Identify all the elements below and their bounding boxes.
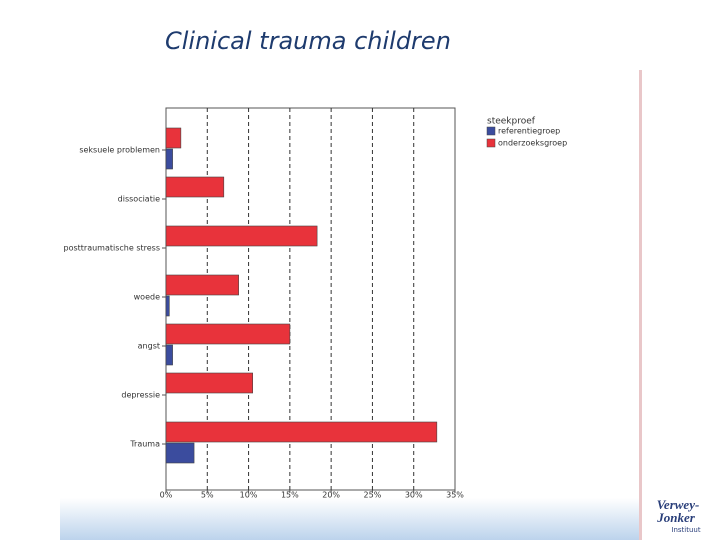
y-tick-label: depressie — [121, 391, 160, 400]
x-tick-label: 5% — [201, 491, 214, 500]
logo-text: Verwey- — [657, 497, 700, 512]
bar — [165, 442, 195, 464]
legend-label: onderzoeksgroep — [498, 139, 567, 148]
bar — [165, 344, 173, 366]
slide-title: Clinical trauma children — [165, 27, 451, 55]
y-tick-label: dissociatie — [118, 195, 160, 204]
bar — [165, 323, 291, 345]
bar — [165, 127, 182, 149]
x-tick-label: 30% — [405, 491, 423, 500]
y-tick-label: woede — [134, 293, 160, 302]
x-tick-label: 25% — [364, 491, 382, 500]
bar — [165, 421, 438, 443]
side-rule — [639, 70, 642, 540]
legend-label: referentiegroep — [498, 127, 560, 136]
logo-text: Instituut — [671, 526, 700, 534]
bar — [165, 274, 239, 296]
legend-swatch — [486, 138, 496, 148]
logo-text: Jonker — [656, 510, 696, 525]
bar — [165, 148, 173, 170]
bar — [165, 372, 253, 394]
y-tick-label: angst — [138, 342, 160, 351]
crowd-band — [60, 498, 640, 540]
legend-swatch — [486, 126, 496, 136]
x-tick-label: 35% — [446, 491, 464, 500]
bar — [165, 225, 318, 247]
bar — [165, 295, 170, 317]
y-tick-label: posttraumatische stress — [63, 244, 160, 253]
legend-title: steekproef — [487, 117, 536, 127]
bar — [165, 176, 225, 198]
x-tick-label: 15% — [281, 491, 299, 500]
x-tick-label: 10% — [240, 491, 258, 500]
y-tick-label: Trauma — [129, 440, 160, 449]
x-tick-label: 20% — [322, 491, 340, 500]
x-tick-label: 0% — [160, 491, 173, 500]
y-tick-label: seksuele problemen — [79, 146, 160, 155]
